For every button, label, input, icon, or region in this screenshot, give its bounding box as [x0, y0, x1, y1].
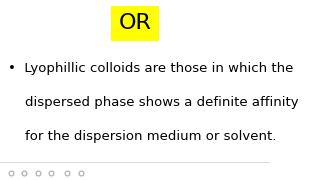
Text: for the dispersion medium or solvent.: for the dispersion medium or solvent.: [8, 130, 276, 143]
FancyBboxPatch shape: [111, 6, 159, 41]
Text: dispersed phase shows a definite affinity: dispersed phase shows a definite affinit…: [8, 96, 299, 109]
Text: OR: OR: [118, 13, 151, 33]
Text: •  Lyophillic colloids are those in which the: • Lyophillic colloids are those in which…: [8, 62, 293, 75]
